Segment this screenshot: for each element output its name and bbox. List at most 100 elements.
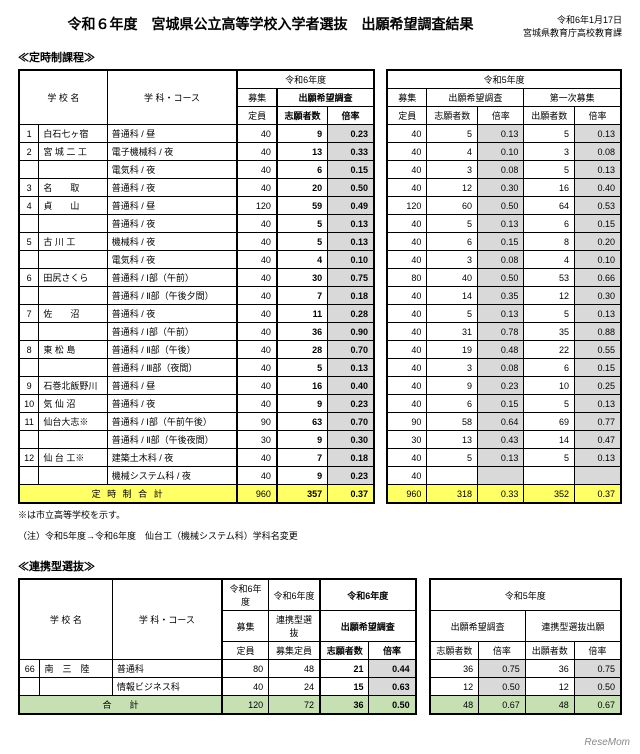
app-r6: 5 <box>277 359 328 377</box>
ratio-r6: 0.28 <box>328 305 374 323</box>
app-r5: 14 <box>427 287 478 305</box>
quota-r6: 40 <box>237 215 277 233</box>
quota-r6: 40 <box>237 179 277 197</box>
table-row: 7佐 沼普通科 / 夜40110.284050.1350.13 <box>19 305 621 323</box>
table-row: 5古 川 工機械科 / 夜4050.134060.1580.20 <box>19 233 621 251</box>
school-name: 南 三 陸 <box>40 660 112 678</box>
c2-survey: 出願希望調査 <box>320 611 416 642</box>
ratio-r5: 0.50 <box>478 197 524 215</box>
quota-r5: 40 <box>387 251 427 269</box>
school-name <box>39 431 107 449</box>
quota-r5: 90 <box>387 413 427 431</box>
total-r5: 0.33 <box>478 485 524 504</box>
app-r5: 5 <box>427 125 478 143</box>
col-r5: 令和5年度 <box>387 70 621 89</box>
total2-a5: 48 <box>430 696 479 715</box>
total2-r6: 0.50 <box>369 696 416 715</box>
app-r5: 12 <box>427 179 478 197</box>
app-r5: 12 <box>430 678 479 696</box>
col-quota-top: 募集 <box>237 89 277 107</box>
table-row: 6田尻さくら普通科 / Ⅰ部（午前）40300.7580400.50530.66 <box>19 269 621 287</box>
col2-y6a: 令和6年度 <box>222 579 269 611</box>
department: 宮城県教育庁高校教育課 <box>523 27 622 40</box>
c2-ratio2: 倍率 <box>479 642 526 660</box>
ratio-r5: 0.50 <box>479 678 526 696</box>
ratio-r6: 0.23 <box>328 395 374 413</box>
col-fratio: 倍率 <box>575 107 621 125</box>
fapp-r5 <box>524 467 575 485</box>
quota-r6: 40 <box>237 305 277 323</box>
ratio-r6: 0.40 <box>328 377 374 395</box>
school-name: 東 松 島 <box>39 341 107 359</box>
row-no: 8 <box>19 341 39 359</box>
col2-school: 学 校 名 <box>19 579 112 660</box>
fratio-r5: 0.66 <box>575 269 621 287</box>
fratio-r5: 0.47 <box>575 431 621 449</box>
fratio-r5: 0.13 <box>575 449 621 467</box>
app-r5: 4 <box>427 143 478 161</box>
course-name: 電子機械科 / 夜 <box>107 143 237 161</box>
course-name: 電気科 / 夜 <box>107 251 237 269</box>
ratio-r5: 0.13 <box>478 449 524 467</box>
ratio-r6: 0.63 <box>369 678 416 696</box>
ratio-r5: 0.23 <box>478 377 524 395</box>
quota-r6: 40 <box>237 143 277 161</box>
row-no: 2 <box>19 143 39 161</box>
c2-fapp: 出願者数 <box>525 642 574 660</box>
fapp-r5: 35 <box>524 323 575 341</box>
fapp-r5: 5 <box>524 449 575 467</box>
course-name: 普通科 <box>112 660 222 678</box>
quota-r6: 40 <box>237 251 277 269</box>
total2-f5: 48 <box>525 696 574 715</box>
note-1: ※は市立高等学校を示す。 <box>18 508 622 521</box>
section2-title: ≪連携型選抜≫ <box>18 558 622 574</box>
app-r5: 58 <box>427 413 478 431</box>
total2-r5: 0.67 <box>479 696 526 715</box>
c2-qtop: 募集 <box>222 611 269 642</box>
fratio-r5: 0.53 <box>575 197 621 215</box>
ratio-r6: 0.18 <box>328 287 374 305</box>
ratio-r6: 0.70 <box>328 341 374 359</box>
fapp-r5: 5 <box>524 395 575 413</box>
school-name <box>39 161 107 179</box>
quota-r6: 40 <box>237 161 277 179</box>
ratio-r5: 0.13 <box>478 125 524 143</box>
table-row: 3名 取普通科 / 夜40200.5040120.30160.40 <box>19 179 621 197</box>
ratio-r5: 0.35 <box>478 287 524 305</box>
school-name: 白石七ヶ宿 <box>39 125 107 143</box>
ratio-r6: 0.44 <box>369 660 416 678</box>
row-no: 12 <box>19 449 39 467</box>
ratio-r6: 0.23 <box>328 125 374 143</box>
app-r6: 63 <box>277 413 328 431</box>
fratio-r5: 0.15 <box>575 215 621 233</box>
school-name <box>39 215 107 233</box>
note-2: （注）令和5年度→令和6年度 仙台工（機械システム科）学科名変更 <box>18 529 622 542</box>
app-r6: 36 <box>277 323 328 341</box>
table-row: 電気科 / 夜4040.104030.0840.10 <box>19 251 621 269</box>
course-name: 普通科 / 昼 <box>107 197 237 215</box>
table-row: 普通科 / Ⅱ部（午後夜間）3090.3030130.43140.47 <box>19 431 621 449</box>
course-name: 普通科 / 夜 <box>107 215 237 233</box>
quota-r5: 40 <box>387 233 427 251</box>
row-no: 4 <box>19 197 39 215</box>
quota-r5: 40 <box>387 341 427 359</box>
app-r6: 20 <box>277 179 328 197</box>
app-r5: 36 <box>430 660 479 678</box>
total-label: 定 時 制 合 計 <box>19 485 237 504</box>
table-row: 普通科 / Ⅰ部（午前）40360.9040310.78350.88 <box>19 323 621 341</box>
c2-rtop: 連携型選抜 <box>269 611 320 642</box>
row-no <box>19 359 39 377</box>
c2-fratio: 倍率 <box>574 642 621 660</box>
row-no: 66 <box>19 660 40 678</box>
quota-r6: 40 <box>237 359 277 377</box>
ratio-r6: 0.15 <box>328 161 374 179</box>
quota-r5: 40 <box>387 377 427 395</box>
ratio-r5: 0.64 <box>478 413 524 431</box>
app-r6: 6 <box>277 161 328 179</box>
quota-r5: 40 <box>387 143 427 161</box>
app-r5: 9 <box>427 377 478 395</box>
course-name: 普通科 / Ⅱ部（午後夜間） <box>107 431 237 449</box>
fratio-r5: 0.13 <box>575 305 621 323</box>
fapp-r5: 16 <box>524 179 575 197</box>
fratio-r5: 0.13 <box>575 125 621 143</box>
